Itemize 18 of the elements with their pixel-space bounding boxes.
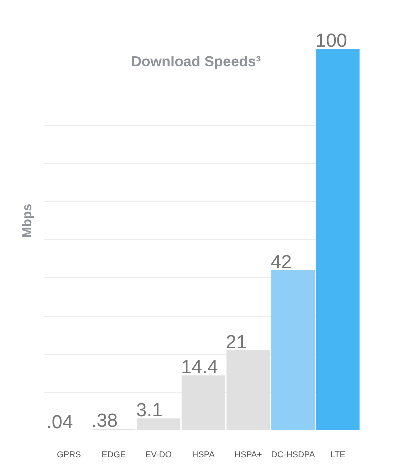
- bar: [272, 270, 316, 430]
- bar: [316, 49, 360, 430]
- y-axis-title: Mbps: [20, 204, 34, 238]
- x-tick-label: EDGE: [102, 450, 126, 460]
- x-tick-label: LTE: [330, 450, 346, 460]
- data-label: 21: [226, 332, 248, 354]
- data-label: .38: [92, 411, 118, 432]
- data-label: 3.1: [136, 400, 163, 422]
- x-tick-label: EV-DO: [146, 450, 172, 460]
- x-tick-label: HSPA+: [234, 450, 262, 460]
- data-label: 14.4: [181, 358, 219, 379]
- x-tick-label: HSPA: [192, 450, 216, 460]
- x-tick-label: DC-HSDPA: [271, 450, 316, 460]
- data-label: .04: [46, 412, 74, 434]
- x-tick-label: GPRS: [57, 450, 82, 460]
- data-label: 100: [316, 31, 348, 52]
- data-label: 42: [270, 252, 292, 274]
- chart-title: Download Speeds³: [131, 54, 262, 71]
